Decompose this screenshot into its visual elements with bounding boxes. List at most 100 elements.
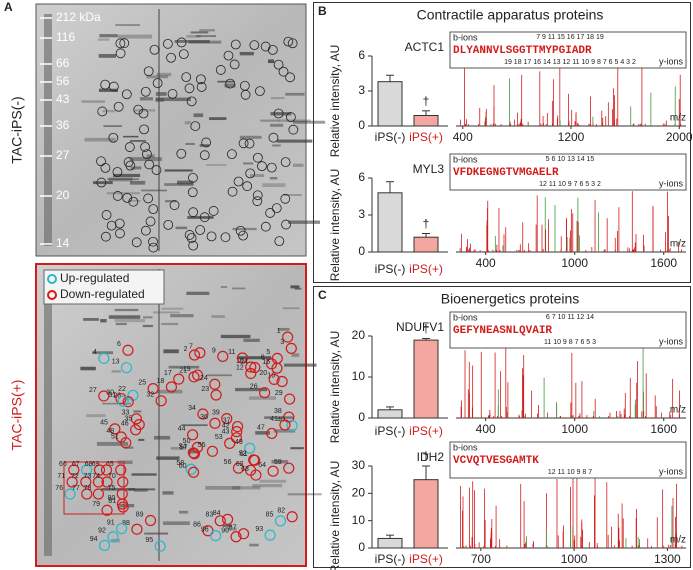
- x-tick-label: 700: [471, 552, 491, 566]
- panel-frame: [313, 2, 691, 283]
- gel-band: [249, 174, 265, 178]
- gel-band: [161, 307, 184, 310]
- spot-label: 22: [118, 386, 126, 393]
- spot-circle: [273, 59, 284, 70]
- gel-band: [92, 351, 114, 355]
- spot-circle: [106, 220, 117, 231]
- spot-circle: [139, 124, 149, 135]
- spot-circle: [120, 437, 132, 449]
- y-tick-label: 20: [352, 486, 366, 500]
- spot-label: 8: [261, 355, 265, 362]
- spot-circle: [186, 96, 197, 107]
- gel-band: [170, 447, 185, 450]
- spot-circle: [64, 488, 76, 500]
- spot-label: 45: [100, 420, 108, 427]
- ion-label: b-ions: [453, 32, 478, 42]
- spot-circle: [144, 514, 157, 527]
- gel-band: [270, 112, 292, 116]
- spot-circle: [81, 488, 93, 500]
- spot-circle: [227, 186, 238, 197]
- spot-circle: [133, 104, 144, 115]
- gel-band: [130, 166, 142, 170]
- spot-circle: [249, 454, 261, 466]
- spot-label: 84: [213, 510, 221, 517]
- spot-circle: [245, 361, 257, 373]
- spot-circle: [230, 432, 243, 444]
- spot-circle: [173, 373, 185, 385]
- spot-circle: [131, 237, 142, 248]
- sequence-box: [449, 153, 687, 191]
- spot-circle: [236, 352, 249, 364]
- spot-circle: [109, 423, 121, 435]
- spot-circle: [125, 160, 136, 171]
- spot-circle: [230, 39, 241, 50]
- x-tick-label: 1000: [561, 552, 588, 566]
- x-tick-label: 1600: [650, 422, 677, 436]
- spot-circle: [190, 121, 201, 131]
- spot-circle: [81, 464, 93, 476]
- spot-circle: [92, 488, 105, 500]
- gel-band: [155, 92, 167, 96]
- gel-band: [153, 311, 180, 314]
- spot-label: 27: [89, 387, 97, 394]
- x-tick-label: iPS(-): [375, 130, 406, 144]
- spot-circle: [97, 106, 108, 117]
- panel-letter: A: [4, 0, 13, 14]
- spot-circle: [155, 395, 167, 407]
- spot-label: 35: [124, 415, 132, 422]
- gel-band: [269, 177, 278, 180]
- spot-circle: [260, 41, 271, 52]
- spot-circle: [166, 52, 176, 63]
- protein-name: NDUFV1: [396, 320, 444, 334]
- spot-circle: [267, 44, 278, 55]
- spot-circle: [242, 181, 253, 192]
- spot-circle: [264, 529, 276, 541]
- spot-circle: [250, 469, 262, 481]
- spot-label: 25: [138, 379, 146, 386]
- y-tick-label: 20: [352, 328, 366, 342]
- spot-circle: [176, 37, 187, 48]
- ion-label: y-ions: [659, 466, 684, 476]
- peptide-sequence: VCVQTVESGAMTK: [453, 455, 539, 467]
- spot-circle: [230, 531, 242, 543]
- spot-label: 11: [228, 349, 235, 356]
- spot-circle: [163, 219, 174, 230]
- spot-circle: [244, 138, 255, 149]
- gel-band: [271, 460, 289, 464]
- gel-band: [107, 178, 139, 181]
- spot-label: 87: [229, 525, 237, 532]
- spot-circle: [147, 383, 159, 395]
- spot-circle: [98, 539, 111, 551]
- spot-circle: [271, 362, 283, 374]
- x-axis-label: m/z: [670, 535, 686, 546]
- gel-band: [99, 34, 118, 38]
- gel-band: [113, 173, 141, 178]
- spot-circle: [108, 81, 119, 92]
- spot-label: 29: [275, 390, 283, 397]
- spot-label: 36: [200, 414, 208, 421]
- gel-band: [155, 97, 191, 102]
- spot-label: 66: [59, 461, 67, 468]
- x-axis-label: m/z: [670, 405, 686, 416]
- spot-circle: [188, 240, 199, 251]
- gel-band: [86, 414, 106, 418]
- gel-band: [220, 286, 228, 288]
- spot-label: 53: [215, 434, 223, 441]
- gel-band: [117, 460, 133, 465]
- gel-band: [243, 162, 254, 165]
- spot-circle: [244, 442, 256, 454]
- gel-band: [174, 39, 210, 43]
- y-axis-label: Relative intensity, AU: [328, 169, 342, 282]
- spot-label: 46: [121, 421, 129, 428]
- spot-label: 31: [108, 392, 116, 399]
- spot-label: 4: [93, 349, 97, 356]
- gel-band: [282, 307, 300, 310]
- spot-circle: [252, 152, 263, 163]
- spot-circle: [144, 159, 155, 170]
- spot-circle: [143, 66, 154, 77]
- spot-label: 9: [212, 347, 216, 354]
- spot-circle: [115, 228, 125, 239]
- spot-circle: [221, 513, 234, 525]
- gel-band: [102, 109, 116, 113]
- spot-circle: [115, 48, 126, 59]
